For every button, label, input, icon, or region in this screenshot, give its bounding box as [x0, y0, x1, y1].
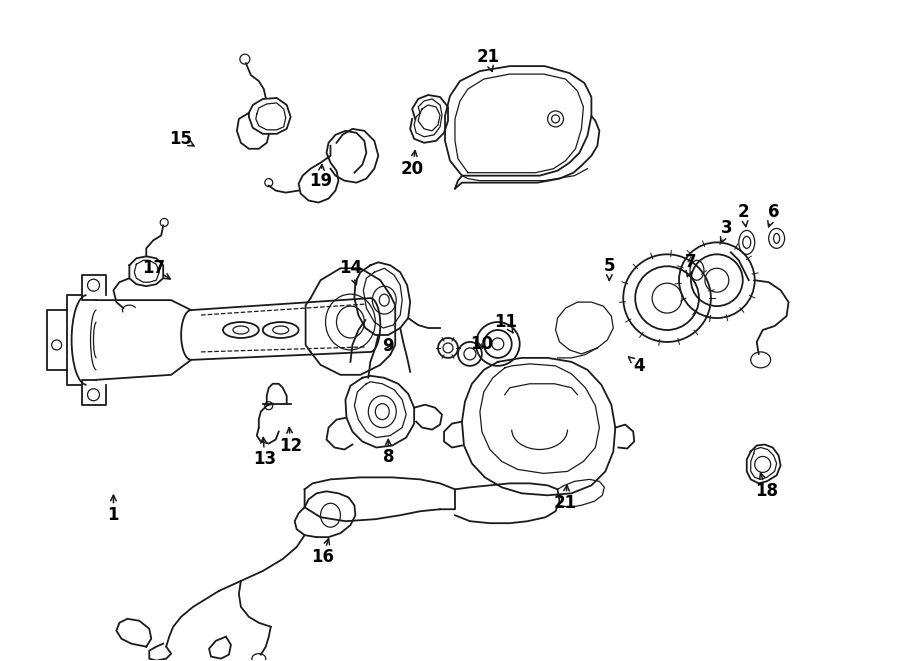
Text: 11: 11	[494, 313, 518, 331]
Text: 13: 13	[253, 450, 276, 469]
Text: 16: 16	[311, 548, 334, 566]
Text: 21: 21	[476, 48, 500, 66]
Text: 14: 14	[339, 259, 362, 277]
Text: 15: 15	[169, 130, 193, 148]
Text: 9: 9	[382, 337, 394, 355]
Text: 2: 2	[738, 204, 750, 221]
Text: 10: 10	[471, 335, 493, 353]
Text: 19: 19	[309, 172, 332, 190]
Text: 3: 3	[721, 219, 733, 237]
Text: 21: 21	[554, 494, 577, 512]
Text: 1: 1	[108, 506, 119, 524]
Text: 6: 6	[768, 204, 779, 221]
Text: 8: 8	[382, 448, 394, 467]
Text: 17: 17	[141, 259, 165, 277]
Text: 20: 20	[400, 160, 424, 178]
Text: 7: 7	[685, 253, 697, 271]
Text: 18: 18	[755, 483, 778, 500]
Text: 4: 4	[634, 357, 645, 375]
Text: 5: 5	[604, 257, 615, 275]
Text: 12: 12	[279, 436, 302, 455]
